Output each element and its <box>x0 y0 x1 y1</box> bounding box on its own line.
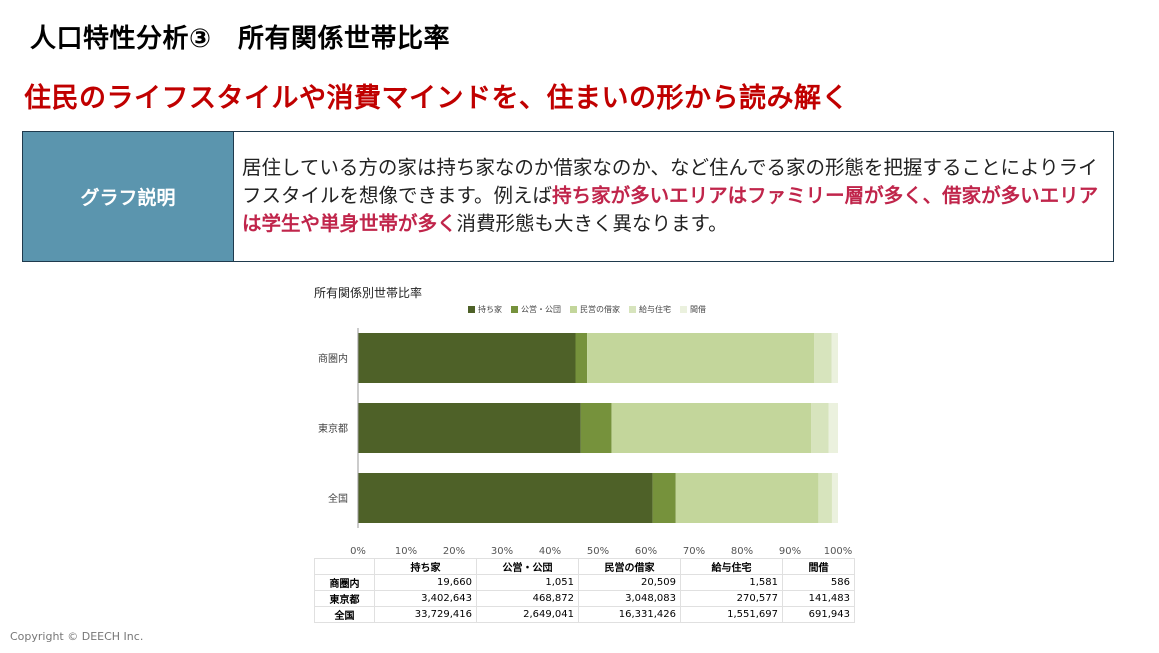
table-header: 間借 <box>782 558 855 575</box>
bar-segment <box>611 403 812 453</box>
table-cell: 1,051 <box>476 574 579 591</box>
table-row: 商圏内 19,660 1,051 20,509 1,581 586 <box>314 574 855 591</box>
table-row-label: 東京都 <box>314 590 375 607</box>
x-tick-label: 30% <box>491 546 513 557</box>
x-tick-label: 60% <box>635 546 657 557</box>
legend-swatch <box>511 306 518 313</box>
x-tick-label: 10% <box>395 546 417 557</box>
legend-item: 間借 <box>680 304 706 315</box>
table-cell: 33,729,416 <box>374 606 477 623</box>
x-tick-label: 40% <box>539 546 561 557</box>
table-cell: 2,649,041 <box>476 606 579 623</box>
description-highlight: 持ち家が多いエリアはファミリー層が多く、借家が多いエリアは学生や単身世帯が多く <box>242 184 1099 235</box>
bar-segment <box>831 473 838 523</box>
bar-segment <box>831 333 838 383</box>
table-header-row: 持ち家 公営・公団 民営の借家 給与住宅 間借 <box>314 558 855 575</box>
table-cell: 270,577 <box>680 590 783 607</box>
table-cell: 16,331,426 <box>578 606 681 623</box>
bar-segment <box>580 403 612 453</box>
legend-label: 給与住宅 <box>639 305 671 314</box>
x-tick-label: 20% <box>443 546 465 557</box>
legend-item: 給与住宅 <box>629 304 671 315</box>
bar-segment <box>675 473 819 523</box>
table-cell: 586 <box>782 574 855 591</box>
chart-legend: 持ち家 公営・公団 民営の借家 給与住宅 間借 <box>468 304 715 315</box>
table-cell: 468,872 <box>476 590 579 607</box>
bar-segment <box>811 403 829 453</box>
table-cell: 19,660 <box>374 574 477 591</box>
legend-swatch <box>629 306 636 313</box>
table-corner <box>314 558 375 575</box>
table-cell: 3,402,643 <box>374 590 477 607</box>
description-text: 居住している方の家は持ち家なのか借家なのか、など住んでる家の形態を把握することに… <box>234 132 1113 261</box>
description-label: グラフ説明 <box>23 132 234 261</box>
table-cell: 141,483 <box>782 590 855 607</box>
table-cell: 3,048,083 <box>578 590 681 607</box>
bar-segment <box>814 333 832 383</box>
page-subtitle: 住民のライフスタイルや消費マインドを、住まいの形から読み解く <box>24 83 849 114</box>
table-row: 全国 33,729,416 2,649,041 16,331,426 1,551… <box>314 606 855 623</box>
table-row-label: 全国 <box>314 606 375 623</box>
bar-segment <box>358 403 581 453</box>
legend-label: 持ち家 <box>478 305 502 314</box>
copyright: Copyright © DEECH Inc. <box>10 630 144 643</box>
x-tick-label: 50% <box>587 546 609 557</box>
legend-swatch <box>570 306 577 313</box>
description-box: グラフ説明 居住している方の家は持ち家なのか借家なのか、など住んでる家の形態を把… <box>22 131 1114 262</box>
legend-item: 民営の借家 <box>570 304 620 315</box>
table-cell: 691,943 <box>782 606 855 623</box>
bar-segment <box>828 403 838 453</box>
table-cell: 1,581 <box>680 574 783 591</box>
legend-label: 民営の借家 <box>580 305 620 314</box>
table-row-label: 商圏内 <box>314 574 375 591</box>
page-title: 人口特性分析③ 所有関係世帯比率 <box>30 24 451 54</box>
x-tick-label: 0% <box>350 546 366 557</box>
table-header: 公営・公団 <box>476 558 579 575</box>
x-tick-label: 90% <box>779 546 801 557</box>
x-tick-label: 100% <box>824 546 853 557</box>
bar-segment <box>575 333 588 383</box>
bar-segment <box>652 473 676 523</box>
x-tick-label: 80% <box>731 546 753 557</box>
table-row: 東京都 3,402,643 468,872 3,048,083 270,577 … <box>314 590 855 607</box>
chart-title: 所有関係別世帯比率 <box>314 286 423 300</box>
bar-segment <box>818 473 832 523</box>
table-header: 民営の借家 <box>578 558 681 575</box>
bar-segment <box>358 473 653 523</box>
data-table: 持ち家 公営・公団 民営の借家 給与住宅 間借 商圏内 19,660 1,051… <box>314 558 855 623</box>
bar-segment <box>587 333 815 383</box>
table-cell: 1,551,697 <box>680 606 783 623</box>
legend-swatch <box>680 306 687 313</box>
legend-label: 公営・公団 <box>521 305 561 314</box>
legend-label: 間借 <box>690 305 706 314</box>
description-text-1: 居住している方の家は持ち家なのか借家なのか、など住んでる家の形態を把握することに… <box>242 156 1098 207</box>
description-text-2: 消費形態も大きく異なります。 <box>456 212 728 235</box>
bar-segment <box>358 333 576 383</box>
x-tick-label: 70% <box>683 546 705 557</box>
legend-swatch <box>468 306 475 313</box>
table-header: 給与住宅 <box>680 558 783 575</box>
table-cell: 20,509 <box>578 574 681 591</box>
legend-item: 持ち家 <box>468 304 502 315</box>
category-label: 東京都 <box>318 422 348 435</box>
category-label: 商圏内 <box>318 352 348 365</box>
legend-item: 公営・公団 <box>511 304 561 315</box>
table-header: 持ち家 <box>374 558 477 575</box>
category-label: 全国 <box>328 492 348 505</box>
